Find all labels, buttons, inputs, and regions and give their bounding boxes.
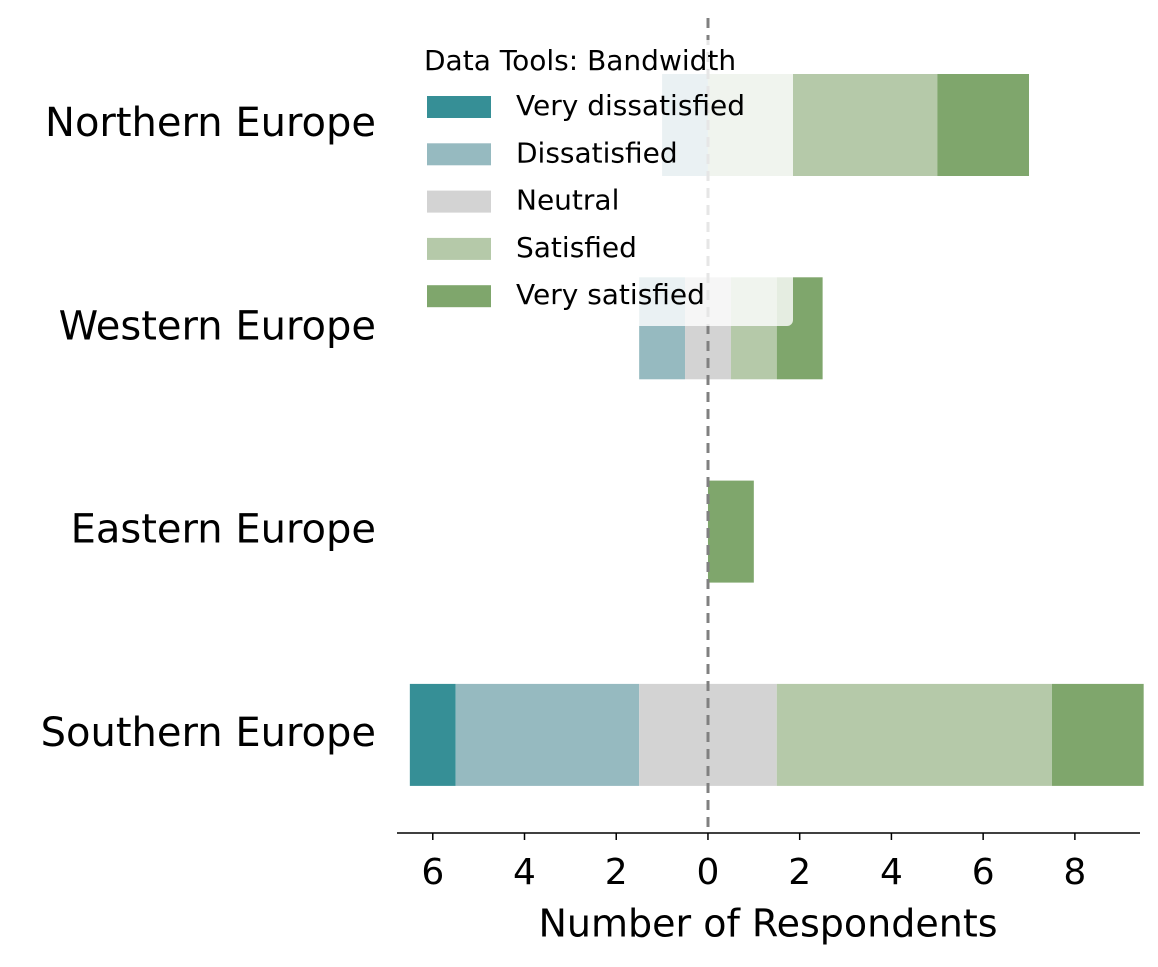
legend-swatch <box>427 96 491 118</box>
legend: Data Tools: Bandwidth Very dissatisfied D… <box>412 40 793 326</box>
legend-title: Data Tools: Bandwidth <box>424 44 736 77</box>
bar-segment <box>1051 683 1144 786</box>
x-tick-label: 4 <box>880 852 903 893</box>
y-tick-label: Eastern Europe <box>71 507 376 553</box>
bar-segment <box>409 683 456 786</box>
legend-swatch <box>427 285 491 308</box>
legend-swatch <box>427 237 491 260</box>
x-tick-label: 4 <box>513 852 536 893</box>
x-tick-label: 0 <box>697 852 720 893</box>
y-tick-label: Southern Europe <box>41 710 376 756</box>
legend-swatch <box>427 190 491 213</box>
x-tick-label: 2 <box>605 852 628 893</box>
legend-label: Dissatisfied <box>516 136 678 169</box>
legend-label: Very satisfied <box>516 278 705 311</box>
bar-segment <box>455 683 640 786</box>
legend-box <box>412 40 793 326</box>
y-tick-label: Northern Europe <box>45 100 376 146</box>
bar-segment <box>707 480 754 583</box>
legend-label: Very dissatisfied <box>516 89 745 122</box>
y-tick-label: Western Europe <box>59 303 376 349</box>
x-tick-label: 6 <box>421 852 444 893</box>
x-axis-label: Number of Respondents <box>538 902 997 946</box>
x-tick-label: 2 <box>788 852 811 893</box>
legend-label: Satisfied <box>516 231 637 264</box>
x-tick-label: 8 <box>1063 852 1086 893</box>
legend-swatch <box>427 143 491 166</box>
bar-segment <box>776 683 1052 786</box>
bar-segment <box>937 74 1030 176</box>
x-tick-label: 6 <box>972 852 995 893</box>
legend-label: Neutral <box>516 184 619 217</box>
